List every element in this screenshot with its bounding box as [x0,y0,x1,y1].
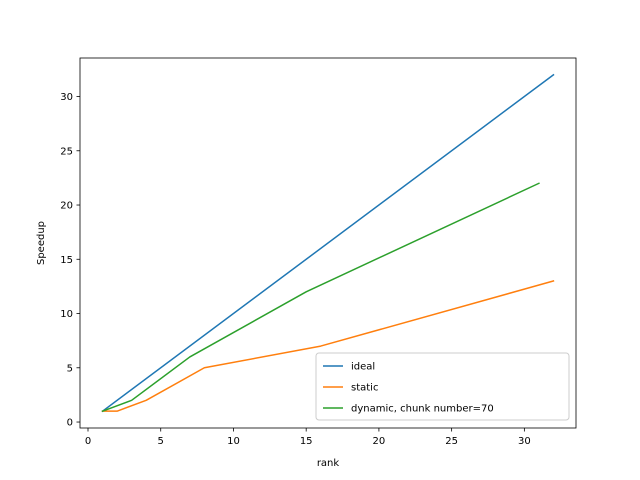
y-tick-label: 25 [60,146,73,157]
plot-frame [79,57,577,429]
y-axis-label: Speedup [36,221,47,265]
series-line-2 [101,280,555,412]
x-tick-label: 10 [227,436,240,447]
x-tick-label: 20 [373,436,386,447]
series-line-3 [101,182,540,413]
x-tick-label: 0 [85,436,91,447]
legend-label-1: ideal [351,362,375,373]
legend-label-3: dynamic, chunk number=70 [351,404,494,415]
x-tick-label: 5 [158,436,164,447]
legend-box [315,352,570,421]
y-tick-label: 5 [67,363,73,374]
legend: ideal static dynamic, chunk number=70 [315,352,570,421]
y-tick-label: 20 [60,201,73,212]
y-tick-label: 0 [67,418,73,429]
x-axis-ticks: 0 5 10 15 20 25 30 [85,428,531,447]
x-tick-label: 25 [445,436,458,447]
x-tick-label: 15 [300,436,313,447]
legend-label-2: static [351,383,378,394]
y-axis-ticks: 0 5 10 15 20 25 30 [60,92,80,429]
y-tick-label: 10 [60,309,73,320]
x-tick-label: 30 [518,436,531,447]
x-axis-label: rank [317,458,340,469]
series-line-1 [101,73,555,413]
series-layer [101,73,555,413]
y-tick-label: 15 [60,255,73,266]
y-tick-label: 30 [60,92,73,103]
